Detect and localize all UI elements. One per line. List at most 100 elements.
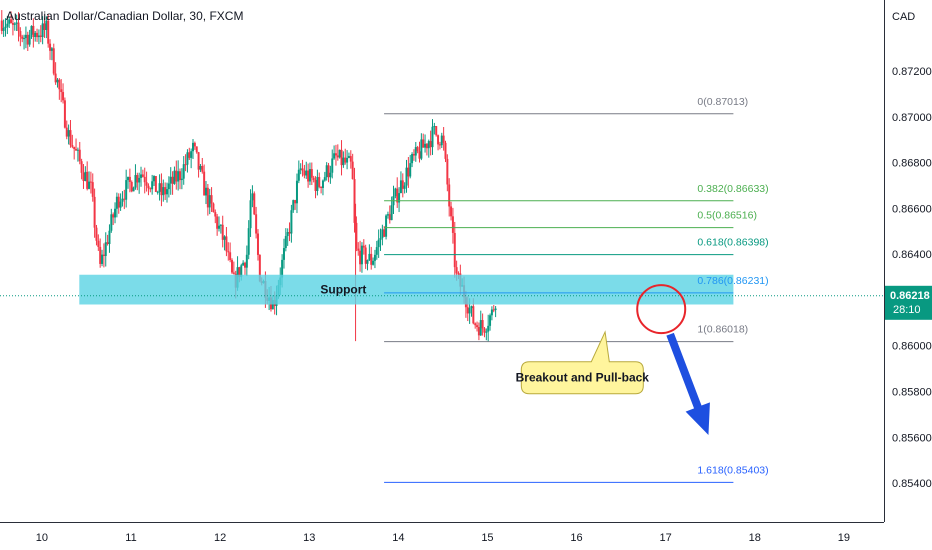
candle-body xyxy=(203,171,206,196)
candle-body xyxy=(492,309,495,311)
candle-body xyxy=(321,180,324,188)
price-badge-countdown: 28:10 xyxy=(893,304,921,316)
candle-body xyxy=(243,262,246,268)
x-tick-label: 12 xyxy=(214,532,226,544)
candle-body xyxy=(435,126,438,136)
candle-body xyxy=(327,165,330,178)
candle-body xyxy=(476,325,479,328)
candle-body xyxy=(143,176,146,183)
candle-body xyxy=(221,224,224,240)
candle-body xyxy=(15,22,18,24)
candle-body xyxy=(451,216,454,233)
candle-body xyxy=(41,23,44,37)
y-tick-label: 0.87200 xyxy=(892,66,932,78)
candle-body xyxy=(117,196,120,208)
candle-body xyxy=(76,149,79,151)
candle-body xyxy=(21,36,24,39)
candle-body xyxy=(110,214,113,231)
candle-body xyxy=(307,170,310,182)
candle-body xyxy=(197,152,200,170)
candle-body xyxy=(50,48,53,51)
candle-body xyxy=(411,154,414,164)
candle-body xyxy=(258,254,261,282)
candle-body xyxy=(249,200,252,229)
candle-body xyxy=(290,210,293,234)
candle-body xyxy=(214,212,217,217)
candle-body xyxy=(91,182,94,197)
candle-body xyxy=(145,182,148,186)
candle-body xyxy=(344,157,347,163)
candle-body xyxy=(437,135,440,145)
fib-level-label: 0.5(0.86516) xyxy=(697,210,757,222)
candle-body xyxy=(414,147,417,156)
time-axis[interactable]: 10 11 12 13 14 15 16 17 18 19 xyxy=(0,522,884,545)
x-tick-label: 16 xyxy=(570,532,582,544)
candle-body xyxy=(424,143,427,148)
fibonacci-layer: 0(0.87013) 0.382(0.86633) 0.5(0.86516) 0.61… xyxy=(384,96,769,483)
support-zone[interactable] xyxy=(79,274,734,305)
x-tick-label: 15 xyxy=(481,532,493,544)
candle-body xyxy=(132,187,135,192)
candle-body xyxy=(405,167,408,186)
pullback-circle[interactable] xyxy=(636,284,687,335)
candle-body xyxy=(99,246,102,264)
support-zone-layer: Support xyxy=(79,274,734,305)
candle-body xyxy=(398,193,401,203)
candle-body xyxy=(26,34,29,45)
candle-body xyxy=(477,327,480,336)
candle-body xyxy=(52,48,55,74)
candle-body xyxy=(308,169,311,182)
candle-body xyxy=(386,214,389,216)
candle-body xyxy=(427,141,430,149)
support-label: Support xyxy=(320,283,366,297)
candle-body xyxy=(19,31,22,37)
candle-body xyxy=(281,259,284,278)
candle-body xyxy=(86,171,89,189)
candle-body xyxy=(353,179,356,223)
candle-body xyxy=(385,215,388,237)
candle-body xyxy=(104,242,107,257)
candle-body xyxy=(4,26,7,28)
candle-body xyxy=(121,198,124,202)
candle-body xyxy=(481,320,484,329)
down-arrow[interactable] xyxy=(666,332,710,435)
candle-body xyxy=(347,156,350,158)
candle-body xyxy=(208,195,211,208)
candle-body xyxy=(301,168,304,171)
candle-body xyxy=(314,179,317,191)
candle-body xyxy=(284,236,287,249)
candle-body xyxy=(364,247,367,264)
candle-body xyxy=(173,170,176,184)
callout-bubble[interactable] xyxy=(520,330,644,395)
candle-body xyxy=(115,196,118,209)
candle-body xyxy=(78,149,81,162)
candle-body xyxy=(6,23,9,27)
x-tick-label: 11 xyxy=(125,532,136,544)
candle-body xyxy=(230,260,233,273)
x-tick-label: 10 xyxy=(36,532,48,544)
candle-body xyxy=(65,127,68,137)
candle-body xyxy=(34,32,37,37)
candle-body xyxy=(134,175,137,188)
candle-body xyxy=(23,38,26,40)
candle-body xyxy=(297,169,300,181)
candle-body xyxy=(312,177,315,180)
candle-body xyxy=(49,43,52,51)
annotation-layer: Breakout and Pull-back xyxy=(516,284,710,435)
candle-body xyxy=(295,180,298,204)
candle-body xyxy=(136,175,139,183)
candle-body xyxy=(329,172,332,178)
price-axis[interactable]: CAD 0.87200 0.87000 0.86800 0.86600 0.86400 0… xyxy=(884,0,932,522)
candle-body xyxy=(305,170,308,176)
candle-body xyxy=(372,260,375,265)
candle-body xyxy=(355,222,358,249)
candle-body xyxy=(11,22,14,25)
candle-body xyxy=(433,126,436,128)
candle-body xyxy=(71,145,74,147)
candle-body xyxy=(490,309,493,316)
candle-body xyxy=(106,242,109,245)
candle-body xyxy=(286,232,289,237)
candle-body xyxy=(195,146,198,153)
candle-body xyxy=(409,163,412,177)
